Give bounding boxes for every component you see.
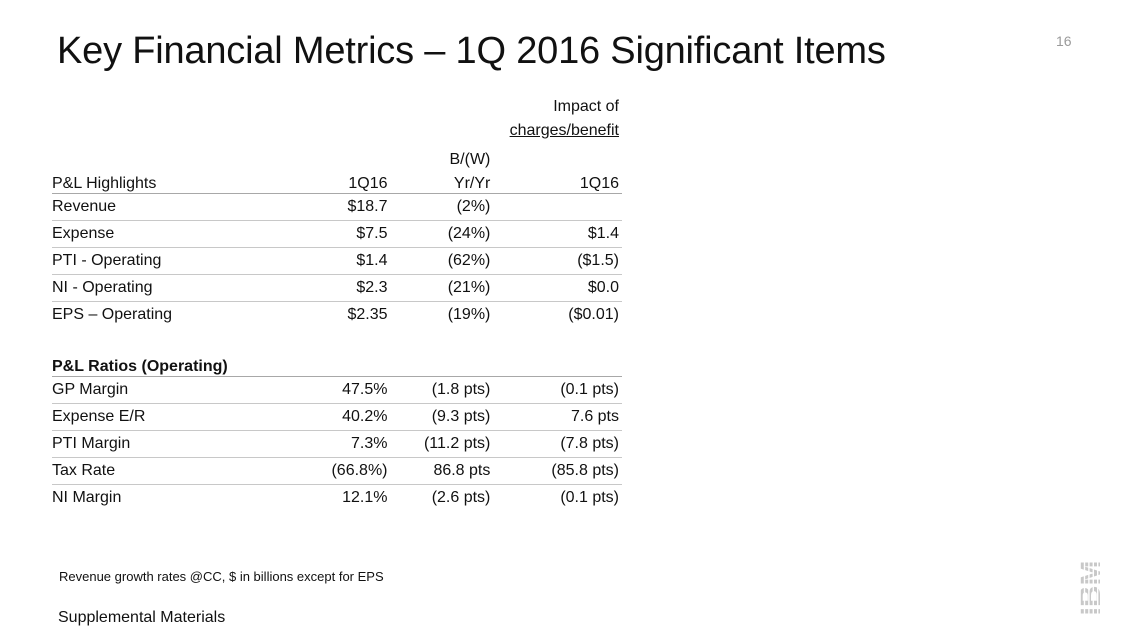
metrics-table-container: Impact of charges/benefit B/(W) P&L High… bbox=[52, 90, 622, 511]
section-header-row: P&L Ratios (Operating) bbox=[52, 350, 622, 377]
table-row: Tax Rate (66.8%) 86.8 pts (85.8 pts) bbox=[52, 457, 622, 485]
column-header-impact-1q16: 1Q16 bbox=[493, 169, 622, 194]
value-impact: 7.6 pts bbox=[493, 403, 622, 431]
column-header-yr-yr: Yr/Yr bbox=[390, 169, 494, 194]
value-yr-yr: (19%) bbox=[447, 306, 491, 323]
row-label: PTI Margin bbox=[52, 430, 266, 458]
value-yr-yr: (11.2 pts) bbox=[390, 430, 494, 458]
page-number: 16 bbox=[1056, 33, 1072, 49]
value-1q16: $2.3 bbox=[265, 274, 391, 302]
value-impact: (0.1 pts) bbox=[493, 376, 622, 404]
row-label: EPS – Operating bbox=[52, 306, 173, 323]
value-yr-yr: (24%) bbox=[390, 220, 494, 248]
row-label: NI Margin bbox=[52, 489, 122, 506]
value-1q16: 12.1% bbox=[342, 489, 388, 506]
footnote: Revenue growth rates @CC, $ in billions … bbox=[59, 569, 384, 584]
row-label: Tax Rate bbox=[52, 457, 266, 485]
value-1q16: $1.4 bbox=[265, 247, 391, 275]
table-row: NI - Operating $2.3 (21%) $0.0 bbox=[52, 274, 622, 302]
value-yr-yr: (1.8 pts) bbox=[390, 376, 494, 404]
row-label: Expense bbox=[52, 220, 266, 248]
value-impact: (0.1 pts) bbox=[560, 489, 619, 506]
bw-header-line1: B/(W) bbox=[449, 151, 491, 168]
table-row: NI Margin 12.1% (2.6 pts) (0.1 pts) bbox=[52, 485, 622, 512]
value-1q16: 47.5% bbox=[265, 376, 391, 404]
value-1q16: $7.5 bbox=[265, 220, 391, 248]
value-impact: (85.8 pts) bbox=[493, 457, 622, 485]
footer-label: Supplemental Materials bbox=[58, 609, 226, 626]
table-row: Revenue $18.7 (2%) bbox=[52, 193, 622, 221]
table-row: Expense E/R 40.2% (9.3 pts) 7.6 pts bbox=[52, 403, 622, 431]
section-label-ratios: P&L Ratios (Operating) bbox=[52, 350, 266, 377]
impact-header-line1: Impact of bbox=[553, 98, 619, 115]
row-label: PTI - Operating bbox=[52, 247, 266, 275]
section-label-highlights: P&L Highlights bbox=[52, 169, 266, 194]
slide-title: Key Financial Metrics – 1Q 2016 Signific… bbox=[57, 30, 886, 72]
value-impact: (7.8 pts) bbox=[493, 430, 622, 458]
value-1q16: $2.35 bbox=[347, 306, 388, 323]
value-yr-yr: (62%) bbox=[390, 247, 494, 275]
table-header-row: P&L Highlights 1Q16 Yr/Yr 1Q16 bbox=[52, 169, 622, 194]
value-1q16: 7.3% bbox=[265, 430, 391, 458]
impact-header-line2: charges/benefit bbox=[509, 122, 619, 139]
value-yr-yr: (9.3 pts) bbox=[390, 403, 494, 431]
value-impact: ($0.01) bbox=[568, 306, 619, 323]
table-row: Expense $7.5 (24%) $1.4 bbox=[52, 220, 622, 248]
value-yr-yr: (2.6 pts) bbox=[431, 489, 491, 506]
value-yr-yr: (2%) bbox=[390, 193, 494, 221]
table-row: GP Margin 47.5% (1.8 pts) (0.1 pts) bbox=[52, 376, 622, 404]
value-yr-yr: 86.8 pts bbox=[390, 457, 494, 485]
value-impact: $0.0 bbox=[493, 274, 622, 302]
ibm-logo: IBM bbox=[1074, 562, 1108, 614]
table-row: PTI Margin 7.3% (11.2 pts) (7.8 pts) bbox=[52, 430, 622, 458]
value-impact bbox=[493, 193, 622, 221]
table-row: EPS – Operating $2.35 (19%) ($0.01) bbox=[52, 302, 622, 329]
value-1q16: $18.7 bbox=[265, 193, 391, 221]
value-1q16: 40.2% bbox=[265, 403, 391, 431]
value-yr-yr: (21%) bbox=[390, 274, 494, 302]
value-impact: $1.4 bbox=[493, 220, 622, 248]
row-label: GP Margin bbox=[52, 376, 266, 404]
value-1q16: (66.8%) bbox=[265, 457, 391, 485]
value-impact: ($1.5) bbox=[493, 247, 622, 275]
row-label: Revenue bbox=[52, 193, 266, 221]
row-label: NI - Operating bbox=[52, 274, 266, 302]
metrics-table: Impact of charges/benefit B/(W) P&L High… bbox=[52, 90, 622, 511]
column-header-1q16: 1Q16 bbox=[265, 169, 391, 194]
table-row: PTI - Operating $1.4 (62%) ($1.5) bbox=[52, 247, 622, 275]
row-label: Expense E/R bbox=[52, 403, 266, 431]
